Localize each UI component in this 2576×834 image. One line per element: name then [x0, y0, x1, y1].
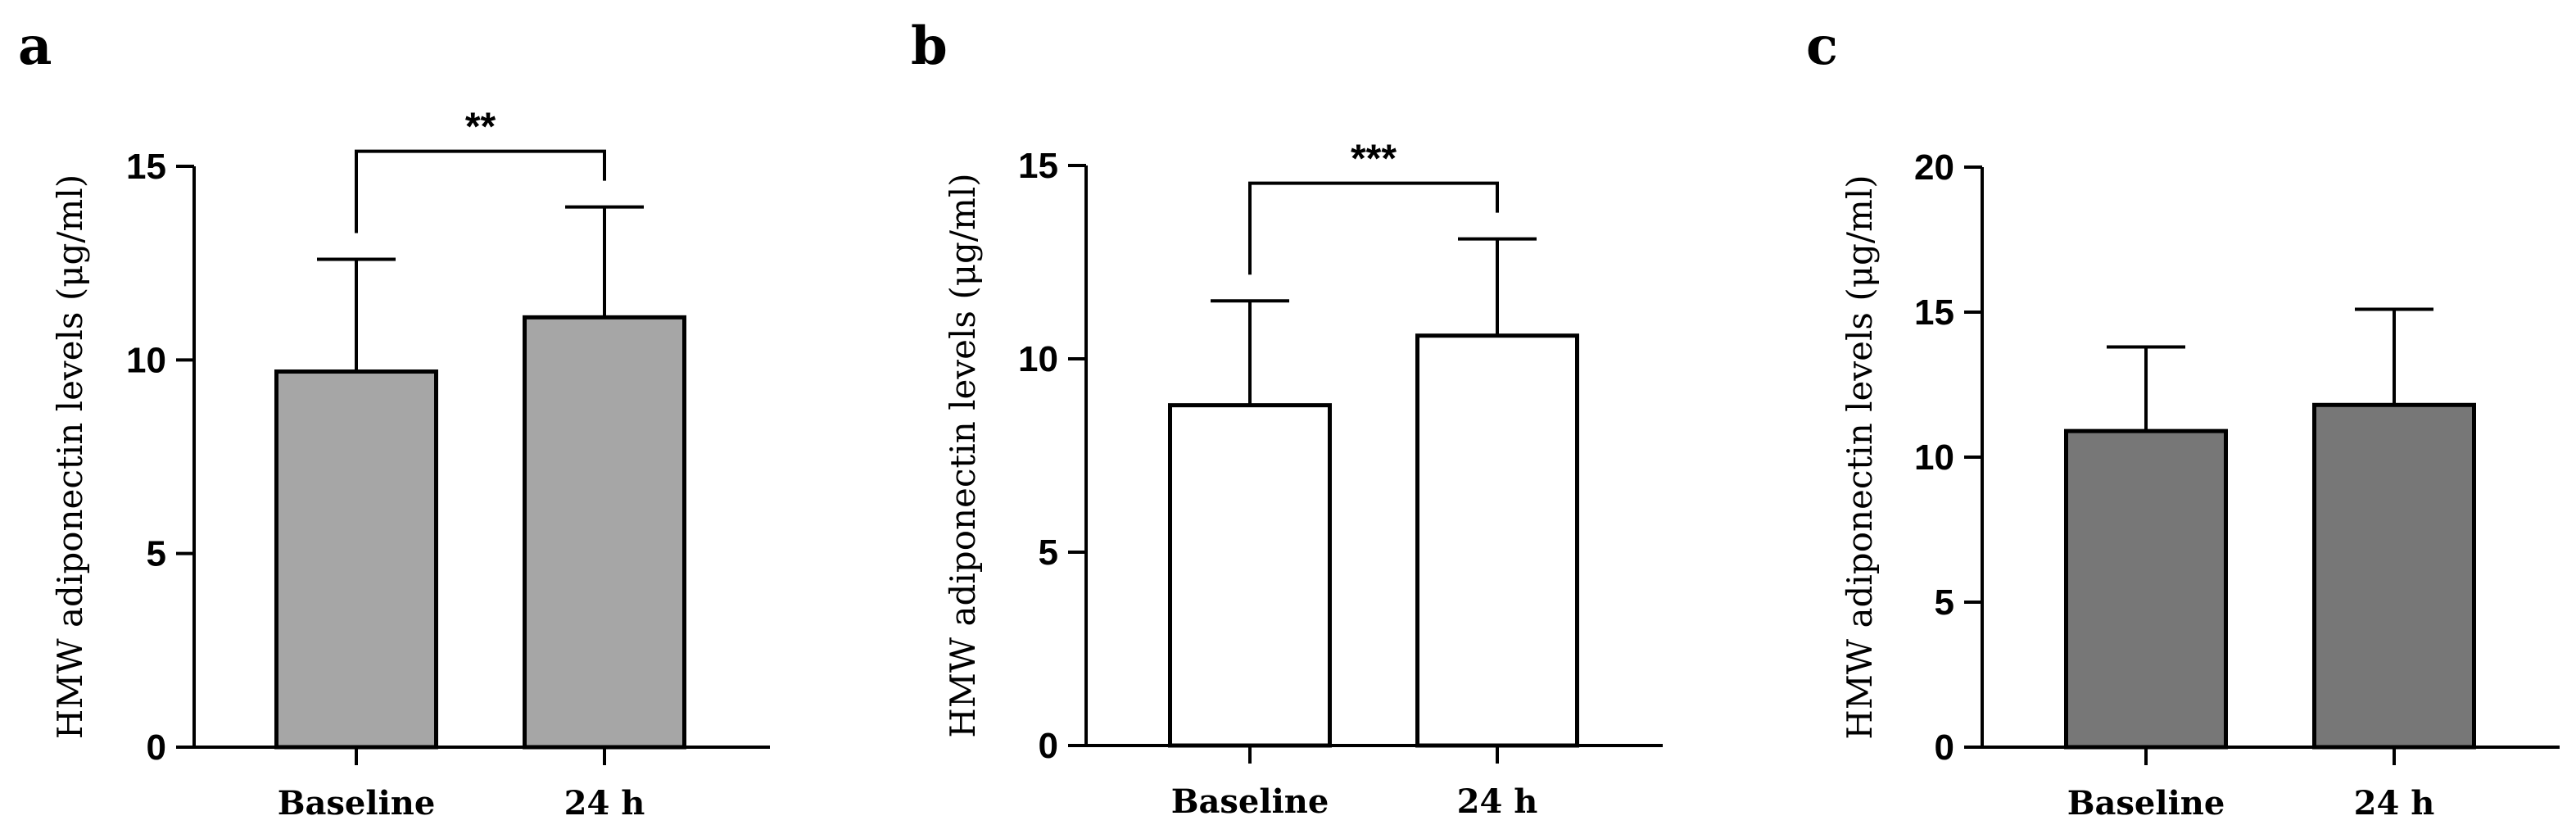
x-tick-label: Baseline [2067, 784, 2225, 823]
x-tick-label: 24 h [2354, 784, 2435, 823]
bar-baseline [1168, 403, 1332, 748]
significance-label: *** [1351, 138, 1397, 181]
y-tick-label: 15 [1018, 146, 1058, 186]
x-tick-label: 24 h [1457, 782, 1538, 821]
y-tick-label: 5 [1935, 582, 1954, 623]
bar-baseline [274, 369, 438, 750]
y-tick-label: 0 [1935, 727, 1954, 768]
y-tick-label: 10 [126, 340, 166, 380]
significance-bracket [1248, 181, 1499, 275]
significance-label: ** [465, 106, 496, 149]
bar-24-h [523, 315, 686, 750]
significance-bracket [355, 149, 606, 233]
x-tick-label: Baseline [1171, 782, 1329, 821]
bar-24-h [2312, 402, 2476, 750]
y-tick-label: 20 [1914, 147, 1954, 188]
y-tick-label: 5 [147, 534, 166, 574]
panel-letter-a: a [18, 16, 52, 77]
x-tick-label: 24 h [564, 784, 645, 823]
y-tick-label: 15 [126, 147, 166, 187]
panel-letter-c: c [1806, 16, 1838, 77]
y-tick-label: 10 [1914, 437, 1954, 478]
y-axis-label: HMW adiponectin levels (μg/ml) [1840, 175, 1880, 739]
y-tick-label: 5 [1039, 533, 1058, 573]
y-axis-label: HMW adiponectin levels (μg/ml) [50, 175, 90, 739]
y-tick-label: 15 [1914, 292, 1954, 333]
y-tick-label: 0 [147, 727, 166, 768]
x-tick-label: Baseline [278, 784, 436, 823]
bar-24-h [1415, 333, 1579, 748]
bar-baseline [2064, 428, 2228, 750]
panel-letter-b: b [911, 16, 948, 77]
y-tick-label: 10 [1018, 339, 1058, 379]
y-axis-label: HMW adiponectin levels (μg/ml) [943, 173, 983, 737]
y-tick-label: 0 [1039, 726, 1058, 766]
